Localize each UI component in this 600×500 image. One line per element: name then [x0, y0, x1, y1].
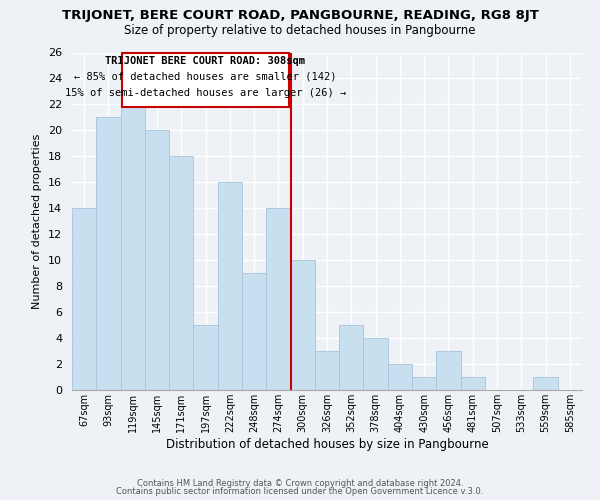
Bar — [242, 273, 266, 390]
Text: ← 85% of detached houses are smaller (142): ← 85% of detached houses are smaller (14… — [74, 72, 337, 82]
Text: Contains public sector information licensed under the Open Government Licence v.: Contains public sector information licen… — [116, 487, 484, 496]
Bar — [461, 377, 485, 390]
Bar — [145, 130, 169, 390]
Bar — [290, 260, 315, 390]
Bar — [96, 118, 121, 390]
Bar — [121, 104, 145, 390]
Bar — [412, 377, 436, 390]
Bar — [266, 208, 290, 390]
Text: TRIJONET BERE COURT ROAD: 308sqm: TRIJONET BERE COURT ROAD: 308sqm — [105, 56, 305, 66]
Bar — [533, 377, 558, 390]
FancyBboxPatch shape — [122, 52, 289, 107]
Text: Size of property relative to detached houses in Pangbourne: Size of property relative to detached ho… — [124, 24, 476, 37]
Bar — [436, 351, 461, 390]
Bar — [169, 156, 193, 390]
Bar — [218, 182, 242, 390]
Bar — [315, 351, 339, 390]
Bar — [193, 325, 218, 390]
X-axis label: Distribution of detached houses by size in Pangbourne: Distribution of detached houses by size … — [166, 438, 488, 451]
Text: Contains HM Land Registry data © Crown copyright and database right 2024.: Contains HM Land Registry data © Crown c… — [137, 478, 463, 488]
Y-axis label: Number of detached properties: Number of detached properties — [32, 134, 43, 309]
Bar — [388, 364, 412, 390]
Bar — [339, 325, 364, 390]
Bar — [364, 338, 388, 390]
Text: 15% of semi-detached houses are larger (26) →: 15% of semi-detached houses are larger (… — [65, 88, 346, 98]
Text: TRIJONET, BERE COURT ROAD, PANGBOURNE, READING, RG8 8JT: TRIJONET, BERE COURT ROAD, PANGBOURNE, R… — [62, 9, 538, 22]
Bar — [72, 208, 96, 390]
